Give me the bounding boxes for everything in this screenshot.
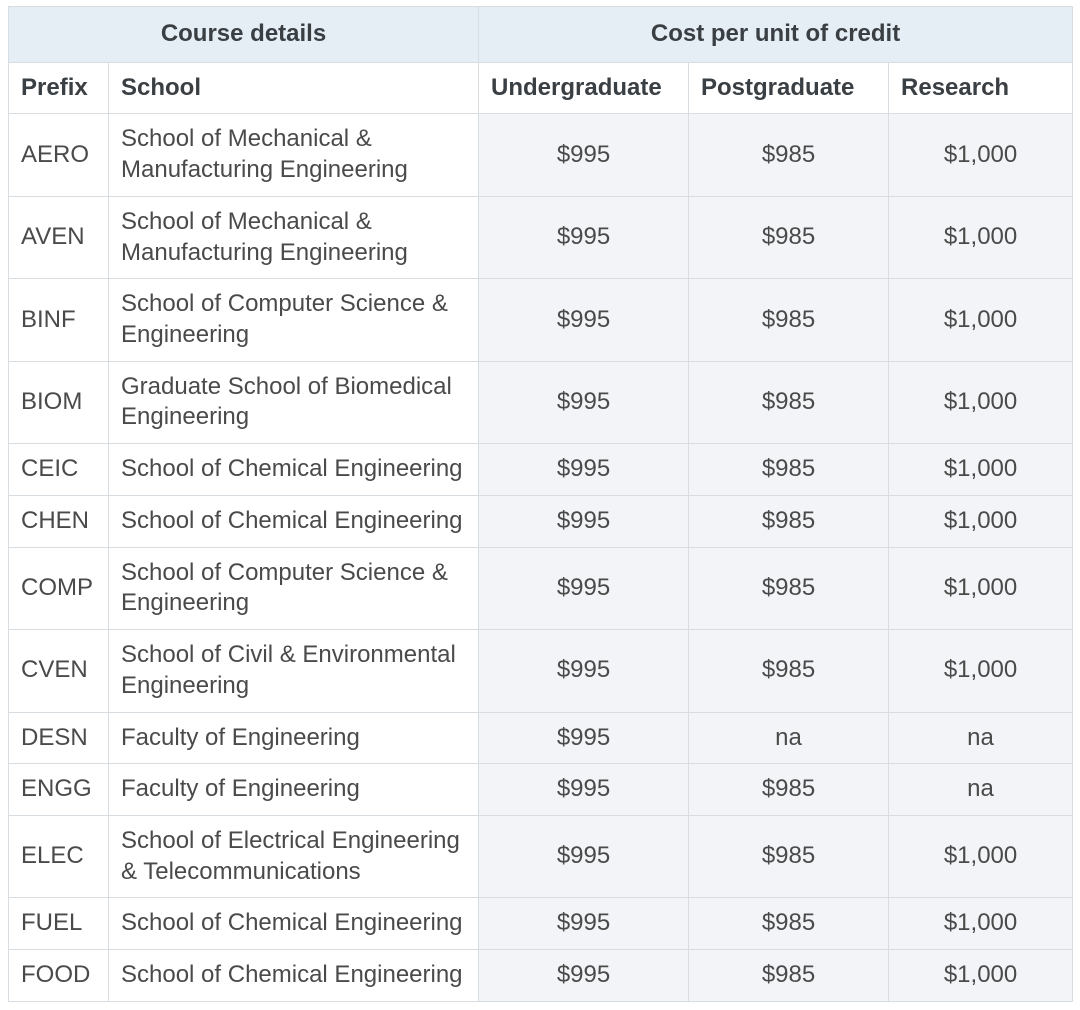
cell-school: Faculty of Engineering — [109, 712, 479, 764]
table-row: COMP School of Computer Science & Engine… — [9, 547, 1073, 629]
col-header-research: Research — [889, 62, 1073, 114]
cell-postgraduate: $985 — [689, 815, 889, 897]
cell-undergraduate: $995 — [479, 495, 689, 547]
cell-postgraduate: $985 — [689, 444, 889, 496]
cell-prefix: CVEN — [9, 630, 109, 712]
cell-prefix: DESN — [9, 712, 109, 764]
cell-postgraduate: $985 — [689, 279, 889, 361]
table-row: BIOM Graduate School of Biomedical Engin… — [9, 361, 1073, 443]
cell-prefix: FUEL — [9, 898, 109, 950]
cell-school: School of Mechanical & Manufacturing Eng… — [109, 196, 479, 278]
table-row: ELEC School of Electrical Engineering & … — [9, 815, 1073, 897]
cell-postgraduate: $985 — [689, 495, 889, 547]
cell-school: School of Computer Science & Engineering — [109, 547, 479, 629]
col-header-postgraduate: Postgraduate — [689, 62, 889, 114]
table-head: Course details Cost per unit of credit P… — [9, 7, 1073, 114]
table-row: FUEL School of Chemical Engineering $995… — [9, 898, 1073, 950]
cell-school: School of Mechanical & Manufacturing Eng… — [109, 114, 479, 196]
cell-postgraduate: $985 — [689, 114, 889, 196]
cell-postgraduate: $985 — [689, 764, 889, 816]
cell-prefix: ELEC — [9, 815, 109, 897]
table-row: CHEN School of Chemical Engineering $995… — [9, 495, 1073, 547]
cell-prefix: CEIC — [9, 444, 109, 496]
table-row: CVEN School of Civil & Environmental Eng… — [9, 630, 1073, 712]
table-row: DESN Faculty of Engineering $995 na na — [9, 712, 1073, 764]
cell-undergraduate: $995 — [479, 898, 689, 950]
cell-postgraduate: $985 — [689, 950, 889, 1002]
cell-research: $1,000 — [889, 495, 1073, 547]
cell-research: $1,000 — [889, 950, 1073, 1002]
cell-research: na — [889, 764, 1073, 816]
cell-prefix: FOOD — [9, 950, 109, 1002]
table-row: CEIC School of Chemical Engineering $995… — [9, 444, 1073, 496]
cell-undergraduate: $995 — [479, 712, 689, 764]
cell-prefix: AERO — [9, 114, 109, 196]
cell-research: $1,000 — [889, 279, 1073, 361]
cell-postgraduate: $985 — [689, 361, 889, 443]
cell-research: $1,000 — [889, 196, 1073, 278]
cell-postgraduate: na — [689, 712, 889, 764]
table-row: AERO School of Mechanical & Manufacturin… — [9, 114, 1073, 196]
cell-undergraduate: $995 — [479, 630, 689, 712]
cell-prefix: AVEN — [9, 196, 109, 278]
cell-undergraduate: $995 — [479, 114, 689, 196]
cell-research: $1,000 — [889, 547, 1073, 629]
col-header-school: School — [109, 62, 479, 114]
cell-school: School of Chemical Engineering — [109, 495, 479, 547]
column-header-row: Prefix School Undergraduate Postgraduate… — [9, 62, 1073, 114]
table-row: FOOD School of Chemical Engineering $995… — [9, 950, 1073, 1002]
cell-research: na — [889, 712, 1073, 764]
cell-school: School of Civil & Environmental Engineer… — [109, 630, 479, 712]
cell-undergraduate: $995 — [479, 547, 689, 629]
cell-undergraduate: $995 — [479, 361, 689, 443]
cell-prefix: ENGG — [9, 764, 109, 816]
table-body: AERO School of Mechanical & Manufacturin… — [9, 114, 1073, 1001]
cell-prefix: BIOM — [9, 361, 109, 443]
cell-postgraduate: $985 — [689, 630, 889, 712]
cost-table: Course details Cost per unit of credit P… — [8, 6, 1073, 1002]
cell-undergraduate: $995 — [479, 764, 689, 816]
col-header-undergraduate: Undergraduate — [479, 62, 689, 114]
cell-postgraduate: $985 — [689, 898, 889, 950]
table-row: AVEN School of Mechanical & Manufacturin… — [9, 196, 1073, 278]
cell-research: $1,000 — [889, 444, 1073, 496]
cell-research: $1,000 — [889, 361, 1073, 443]
cell-school: School of Chemical Engineering — [109, 444, 479, 496]
group-header-cost: Cost per unit of credit — [479, 7, 1073, 63]
cell-school: Faculty of Engineering — [109, 764, 479, 816]
group-header-row: Course details Cost per unit of credit — [9, 7, 1073, 63]
cell-undergraduate: $995 — [479, 815, 689, 897]
cell-research: $1,000 — [889, 898, 1073, 950]
table-row: BINF School of Computer Science & Engine… — [9, 279, 1073, 361]
cell-postgraduate: $985 — [689, 547, 889, 629]
cell-prefix: BINF — [9, 279, 109, 361]
cell-school: School of Electrical Engineering & Telec… — [109, 815, 479, 897]
cell-school: School of Computer Science & Engineering — [109, 279, 479, 361]
cell-postgraduate: $985 — [689, 196, 889, 278]
cell-undergraduate: $995 — [479, 279, 689, 361]
cell-undergraduate: $995 — [479, 444, 689, 496]
cell-school: Graduate School of Biomedical Engineerin… — [109, 361, 479, 443]
cell-research: $1,000 — [889, 815, 1073, 897]
table-row: ENGG Faculty of Engineering $995 $985 na — [9, 764, 1073, 816]
cell-school: School of Chemical Engineering — [109, 898, 479, 950]
cell-prefix: COMP — [9, 547, 109, 629]
cell-prefix: CHEN — [9, 495, 109, 547]
cell-school: School of Chemical Engineering — [109, 950, 479, 1002]
cell-undergraduate: $995 — [479, 196, 689, 278]
table-container: Course details Cost per unit of credit P… — [0, 0, 1080, 1010]
cell-undergraduate: $995 — [479, 950, 689, 1002]
col-header-prefix: Prefix — [9, 62, 109, 114]
cell-research: $1,000 — [889, 630, 1073, 712]
cell-research: $1,000 — [889, 114, 1073, 196]
group-header-course-details: Course details — [9, 7, 479, 63]
